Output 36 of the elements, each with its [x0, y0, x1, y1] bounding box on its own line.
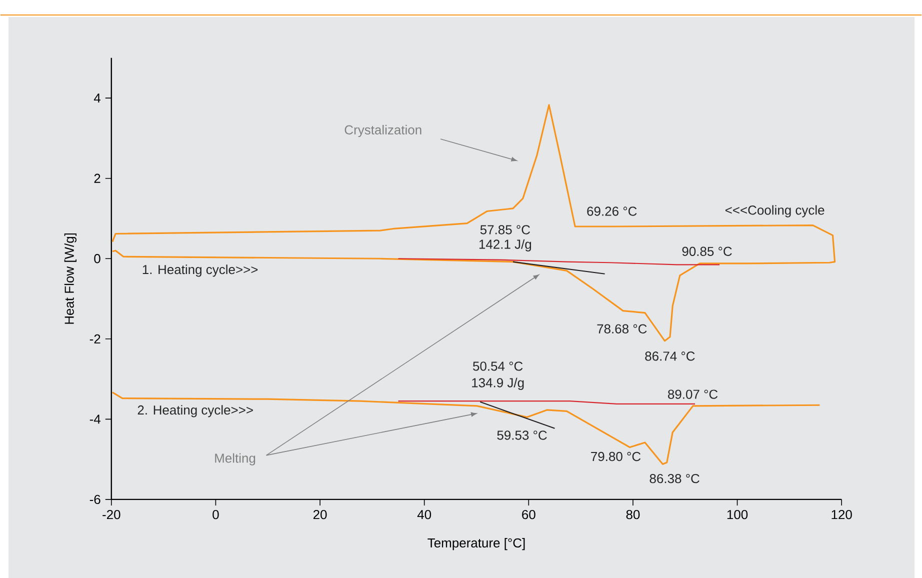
y-axis-title: Heat Flow [W/g]	[64, 233, 76, 324]
annotation: <<<Cooling cycle	[725, 205, 824, 218]
annotation: 89.07 °C	[668, 390, 718, 399]
annotation: Crystalization	[344, 124, 422, 137]
y-tick-label: -4	[90, 414, 100, 424]
annotation: 134.9 J/g	[472, 378, 524, 390]
annotation: 86.74 °C	[645, 351, 695, 361]
y-tick-label: -6	[90, 494, 100, 504]
x-tick-label: 60	[522, 510, 536, 519]
y-tick-label: 0	[94, 254, 100, 264]
y-tick-label: 4	[94, 93, 100, 102]
annotation: 142.1 J/g	[479, 239, 532, 252]
y-tick-label: 2	[94, 174, 100, 183]
x-tick-label: 100	[727, 510, 748, 519]
annotation: 69.26 °C	[587, 206, 637, 216]
y-tick-label: -2	[90, 334, 100, 344]
line-series	[112, 104, 836, 342]
annotation: 86.38 °C	[650, 474, 700, 483]
annotation: 57.85 °C	[480, 224, 530, 234]
annotation: 2. Heating cycle>>>	[138, 404, 253, 418]
annotation: 50.54 °C	[472, 361, 523, 371]
annotation: 90.85 °C	[682, 246, 732, 256]
x-tick-label: 120	[832, 510, 852, 519]
annotation: Melting	[215, 453, 256, 466]
annotation: 59.53 °C	[497, 430, 547, 440]
line-series	[112, 391, 820, 465]
annotation: 79.80 °C	[591, 452, 641, 461]
x-tick-label: 40	[417, 510, 432, 519]
line-series	[398, 258, 720, 266]
x-tick-label: 80	[626, 510, 640, 519]
x-tick-label: 0	[212, 510, 219, 519]
annotation: 78.68 °C	[597, 324, 647, 334]
x-axis-title: Temperature [°C]	[428, 538, 525, 550]
x-tick-label: 20	[313, 510, 327, 519]
annotation: 1. Heating cycle>>>	[142, 264, 258, 277]
x-tick-label: -20	[102, 510, 120, 519]
